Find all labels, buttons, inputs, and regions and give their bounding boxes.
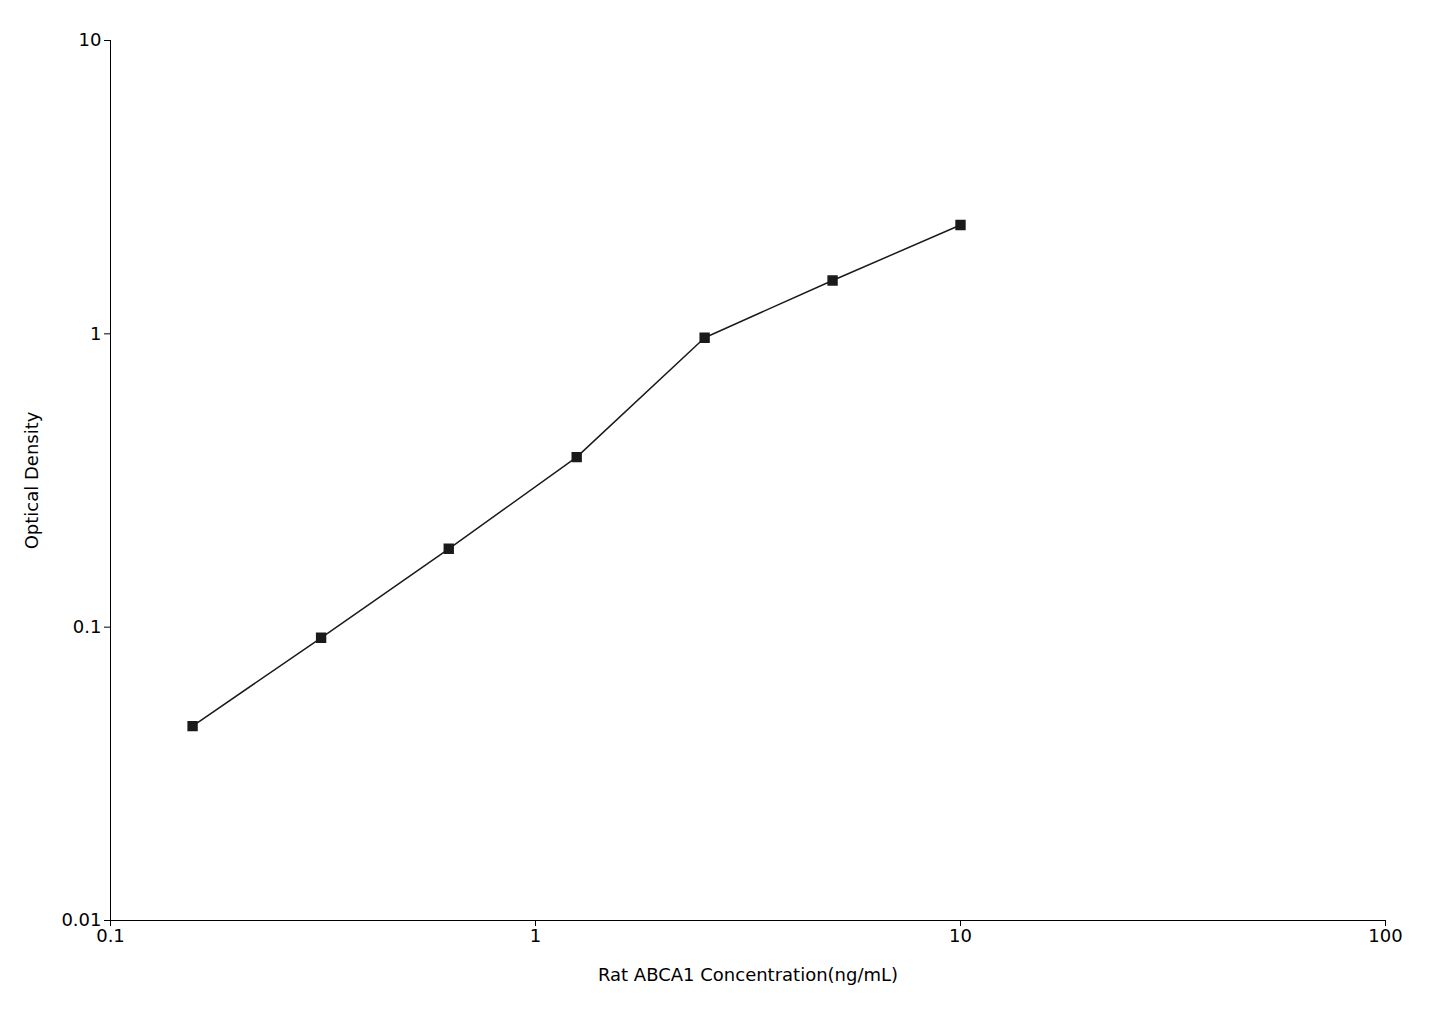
svg-text:100: 100 bbox=[1368, 925, 1402, 946]
svg-text:0.1: 0.1 bbox=[96, 925, 125, 946]
svg-text:Rat ABCA1 Concentration(ng/mL): Rat ABCA1 Concentration(ng/mL) bbox=[598, 964, 898, 985]
svg-text:10: 10 bbox=[949, 925, 972, 946]
svg-text:Optical Density: Optical Density bbox=[21, 411, 42, 549]
svg-text:1: 1 bbox=[530, 925, 541, 946]
svg-text:0.01: 0.01 bbox=[61, 909, 102, 931]
svg-text:0.1: 0.1 bbox=[73, 616, 102, 637]
svg-text:1: 1 bbox=[90, 323, 101, 344]
svg-text:10: 10 bbox=[79, 29, 102, 50]
